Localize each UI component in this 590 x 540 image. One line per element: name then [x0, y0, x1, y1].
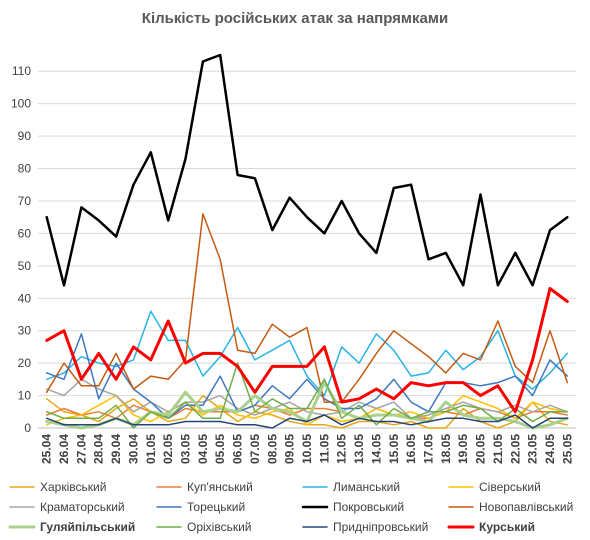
- x-tick-label: 14.05: [369, 434, 383, 464]
- x-tick-label: 19.05: [456, 434, 470, 464]
- x-tick-label: 28.04: [92, 434, 106, 464]
- legend-label: Лиманський: [333, 480, 400, 494]
- y-tick-label: 40: [18, 291, 32, 305]
- y-tick-label: 50: [18, 259, 32, 273]
- y-tick-label: 70: [18, 194, 32, 208]
- x-tick-label: 05.05: [213, 434, 227, 464]
- y-tick-label: 100: [11, 97, 31, 111]
- legend-label: Курський: [479, 520, 535, 534]
- series-line-7: [45, 213, 569, 403]
- x-tick-label: 03.05: [179, 434, 193, 464]
- y-tick-label: 0: [24, 421, 31, 435]
- y-tick-label: 90: [18, 129, 32, 143]
- chart-title: Кількість російських атак за напрямками: [141, 10, 449, 27]
- legend-label: Сіверський: [479, 480, 541, 494]
- legend-label: Покровський: [333, 500, 404, 514]
- series-line-2: [45, 310, 569, 397]
- x-tick-label: 24.05: [543, 434, 557, 464]
- x-tick-label: 11.05: [317, 434, 331, 464]
- x-tick-label: 02.05: [161, 434, 175, 464]
- x-tick-label: 25.05: [560, 434, 574, 464]
- legend-label: Краматорський: [40, 500, 125, 514]
- x-tick-label: 01.05: [144, 434, 158, 464]
- x-tick-label: 25.04: [40, 434, 54, 464]
- y-tick-label: 110: [12, 64, 31, 78]
- legend-label: Придніпровський: [333, 520, 428, 534]
- x-tick-label: 12.05: [335, 434, 349, 464]
- legend: Харківський Куп'янський Лиманський Сіверськ…: [8, 480, 573, 534]
- x-tick-label: 09.05: [283, 434, 297, 464]
- series-line-10: [45, 414, 569, 429]
- y-tick-label: 80: [18, 162, 32, 176]
- y-tick-label: 10: [18, 389, 32, 403]
- x-tick-label: 26.04: [57, 434, 71, 464]
- x-tick-label: 27.04: [74, 434, 88, 464]
- series-line-6: [45, 53, 569, 287]
- x-tick-label: 18.05: [439, 434, 453, 464]
- legend-label: Гуляйпільський: [40, 520, 135, 534]
- x-tick-label: 06.05: [231, 434, 245, 464]
- x-tick-label: 16.05: [404, 434, 418, 464]
- legend-label: Харківський: [40, 480, 106, 494]
- x-tick-label: 23.05: [526, 434, 540, 464]
- x-tick-label: 30.04: [126, 434, 140, 464]
- series-lines: [45, 53, 569, 430]
- y-axis-ticks: 0 10 20 30 40 50 60 70 80 90 100 110: [11, 64, 31, 435]
- y-tick-label: 20: [18, 356, 32, 370]
- x-tick-label: 29.04: [109, 434, 123, 464]
- x-tick-label: 20.05: [474, 434, 488, 464]
- legend-label: Оріхівський: [187, 520, 252, 534]
- x-tick-label: 22.05: [508, 434, 522, 464]
- x-tick-label: 08.05: [265, 434, 279, 464]
- y-tick-label: 30: [18, 324, 32, 338]
- series-line-9: [45, 362, 569, 429]
- series-line-11: [45, 287, 569, 414]
- legend-label: Куп'янський: [187, 480, 253, 494]
- x-tick-label: 07.05: [248, 434, 262, 464]
- x-tick-label: 17.05: [421, 434, 435, 464]
- x-tick-label: 21.05: [491, 434, 505, 464]
- y-tick-label: 60: [18, 226, 32, 240]
- x-tick-label: 04.05: [196, 434, 210, 464]
- x-tick-label: 13.05: [352, 434, 366, 464]
- x-tick-label: 10.05: [300, 434, 314, 464]
- legend-label: Новопавлівський: [479, 500, 573, 514]
- series-line-3: [45, 394, 569, 426]
- legend-label: Торецький: [187, 500, 245, 514]
- x-axis-ticks: 25.04 26.04 27.04 28.04 29.04 30.04 01.05 02.05…: [40, 434, 575, 464]
- x-tick-label: 15.05: [387, 434, 401, 464]
